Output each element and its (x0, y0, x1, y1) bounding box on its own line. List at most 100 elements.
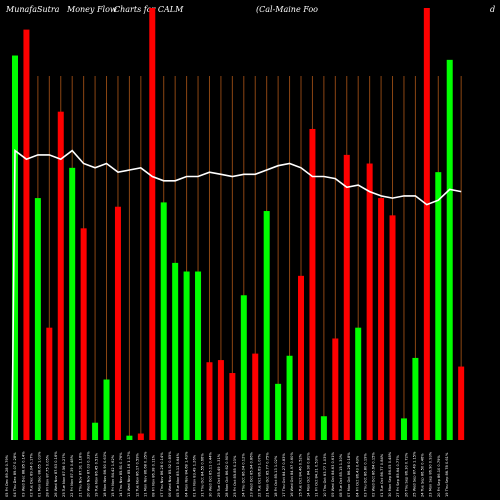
x-tick-label: 20 Fri Sep 86.10 0.79% (437, 455, 441, 497)
x-tick-label: 29 Tue Oct 85.49 1.31% (217, 453, 221, 497)
bar (275, 383, 282, 440)
bar (34, 198, 41, 440)
x-tick-label: 08 Tue Oct 85.15 1.30% (339, 453, 343, 497)
bar (446, 59, 453, 441)
x-tick-label: 01 Fri Nov 83.49 1.26% (192, 454, 196, 497)
bar (286, 355, 293, 440)
x-tick-label: 11 Mon Nov 86.68 0.35% (144, 451, 148, 497)
x-tick-label: 14 Mon Oct 84.90 0.81% (307, 452, 311, 497)
x-tick-label: 17 Thu Oct 84.27 0.83% (282, 453, 286, 497)
x-tick-label: 15 Tue Oct 84.46 0.52% (298, 453, 302, 497)
x-tick-label: 08 Fri Nov 86.38 0.11% (152, 454, 156, 497)
bar (320, 416, 327, 440)
site-name: MunafaSutra (6, 5, 60, 14)
x-tick-label: 30 Wed Oct 85.11 0.44% (209, 452, 213, 497)
bar (114, 206, 121, 440)
x-tick-label: 28 Fri Nov 87.75 0.05% (46, 454, 50, 497)
x-tick-label: 27 Fri Sep 85.64 0.77% (396, 455, 400, 497)
x-tick-label: 23 Wed Oct 85.94 0.86% (249, 451, 253, 496)
x-tick-label: 18 Fri Oct 85.13 1.02% (274, 455, 278, 497)
bar (309, 128, 316, 440)
bar (149, 8, 156, 440)
bar (435, 172, 442, 440)
x-tick-label: 04 Thu Dec 89.07 0.28% (13, 452, 17, 497)
bar (126, 435, 133, 440)
x-tick-label: 12 Tue Nov 86.17 0.59% (135, 452, 139, 497)
x-tick-label: 25 Tue Nov 87.56 0.27% (62, 452, 66, 497)
bar (137, 433, 144, 440)
bar (46, 327, 53, 440)
bar (229, 373, 236, 440)
bar (389, 215, 396, 440)
x-tick-label: 19 Tue Nov 86.45 0.51% (95, 452, 99, 497)
x-tick-label: 30 Mon Sep 86.05 0.48% (388, 451, 392, 497)
x-tick-label: 03 Thu Oct 86.80 0.19% (364, 453, 368, 497)
x-tick-label: 31 Thu Oct 84.55 0.66% (201, 453, 205, 497)
x-tick-label: 26 Thu Sep 86.30 0.72% (404, 452, 408, 497)
bar (263, 211, 270, 440)
x-tick-label: 07 Thu Nov 86.28 0.14% (160, 452, 164, 497)
x-tick-label: 21 Thu Nov 87.91 1.18% (78, 452, 82, 497)
x-tick-label: 02 Wed Oct 86.64 0.15% (372, 452, 376, 497)
x-tick-label: 25 Wed Sep 87.49 1.15% (412, 451, 416, 497)
title-trailing: d (490, 5, 496, 14)
bar (400, 418, 407, 440)
company-name: (Cal-Maine Foo (256, 5, 318, 14)
x-tick-label: 15 Fri Nov 84.42 1.62% (111, 454, 115, 497)
x-tick-label: 21 Mon Oct 85.77 0.75% (266, 452, 270, 497)
bar (343, 154, 350, 440)
bar (69, 167, 76, 440)
x-tick-label: 24 Tue Sep 86.50 0.46% (421, 453, 425, 497)
x-tick-label: 13 Wed Nov 85.16 1.17% (127, 451, 131, 497)
x-tick-label: 07 Mon Oct 86.28 0.18% (347, 452, 351, 497)
x-tick-label: 18 Mon Nov 86.90 0.63% (103, 451, 107, 497)
bar (12, 55, 18, 441)
x-tick-label: 19 Thu Sep 86.78 0.61% (445, 452, 449, 497)
bar (160, 202, 167, 440)
x-tick-label: 28 Mon Oct 86.62 0.90% (225, 452, 229, 497)
x-tick-label: 24 Thu Oct 86.04 0.12% (241, 453, 245, 497)
bar (252, 353, 259, 440)
bar (378, 198, 385, 440)
x-tick-label: 02 Tue Dec 89.04 0.17% (29, 452, 33, 497)
bar (183, 271, 190, 440)
x-tick-label: 05 Tue Nov 85.13 0.64% (176, 452, 180, 497)
bar (80, 228, 87, 440)
x-tick-label: 05 Fri Dec 89.28 0.79% (5, 454, 9, 497)
x-tick-label: 22 Fri Nov 87.39 0.48% (70, 454, 74, 497)
x-tick-label: 03 Wed Dec 88.85 0.14% (21, 451, 25, 497)
chart-title: MunafaSutra Money Flow Charts for CALM (… (0, 5, 500, 19)
x-tick-label: 20 Wed Nov 87.03 0.33% (87, 451, 91, 497)
x-tick-label: 10 Thu Oct 83.77 1.03% (323, 453, 327, 497)
x-tick-label: 16 Wed Oct 84.97 0.60% (290, 452, 294, 497)
x-tick-label: 11 Fri Oct 84.21 0.53% (315, 455, 319, 497)
bar (195, 271, 202, 440)
bar (240, 295, 247, 440)
bar (298, 275, 304, 440)
bar (217, 360, 224, 440)
bar (366, 163, 373, 440)
x-tick-label: 04 Fri Oct 86.43 0.43% (355, 455, 359, 497)
bar (206, 362, 213, 440)
x-tick-label: 06 Wed Nov 85.92 0.85% (168, 451, 172, 497)
x-tick-label: 26 Wed Nov 87.63 0.16% (54, 451, 58, 497)
x-tick-label: 25 Fri Oct 85.85 0.23% (233, 455, 237, 497)
money-flow-line (11, 149, 462, 441)
bar (458, 366, 465, 440)
charts-for-label: Charts for CALM (114, 5, 184, 14)
bar (332, 338, 339, 440)
bar (103, 379, 110, 440)
bar (57, 111, 64, 441)
x-tick-label: 14 Thu Nov 85.81 0.76% (119, 452, 123, 497)
x-tick-label: 09 Wed Oct 84.63 0.61% (331, 451, 335, 496)
bar (23, 29, 30, 440)
bar (412, 357, 419, 440)
x-tick-label: 01 Tue Oct 86.77 0.84% (380, 453, 384, 497)
bar (172, 262, 179, 440)
x-tick-label: 01 Mon Dec 88.65 1.03% (38, 451, 42, 497)
bar (423, 8, 430, 440)
x-tick-label: 22 Tue Oct 86.69 1.07% (258, 453, 262, 497)
bar (355, 327, 362, 440)
